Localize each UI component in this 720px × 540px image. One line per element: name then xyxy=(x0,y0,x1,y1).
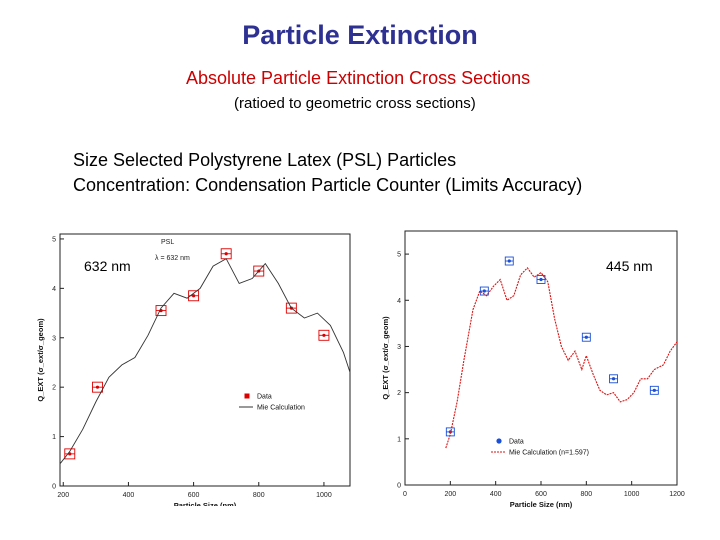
y-tick-label: 3 xyxy=(397,344,401,351)
plot-frame xyxy=(59,233,351,487)
x-tick-label: 0 xyxy=(403,491,407,498)
data-point xyxy=(191,294,196,298)
data-point xyxy=(507,259,511,263)
x-tick-label: 600 xyxy=(535,491,547,498)
mie-calculation-line xyxy=(445,267,678,449)
legend-calc-label: Mie Calculation xyxy=(257,405,305,412)
y-tick-label: 0 xyxy=(397,483,401,490)
x-tick-label: 800 xyxy=(580,491,592,498)
y-tick-label: 2 xyxy=(52,385,56,392)
slide-note: (ratioed to geometric cross sections) xyxy=(234,95,476,112)
y-axis-label: Q_EXT (σ_ext/σ_geom) xyxy=(36,318,45,402)
y-tick-label: 4 xyxy=(397,298,401,305)
legend-data-marker xyxy=(496,438,502,444)
y-tick-label: 1 xyxy=(52,434,56,441)
y-tick-label: 0 xyxy=(52,484,56,491)
chart-title: PSL xyxy=(161,239,174,246)
legend-calc-label: Mie Calculation (n=1.597) xyxy=(509,450,589,457)
data-point xyxy=(482,289,486,293)
y-tick-label: 2 xyxy=(397,390,401,397)
slide-title: Particle Extinction xyxy=(242,20,478,50)
y-tick-label: 3 xyxy=(52,335,56,342)
chart-annotation: λ = 632 nm xyxy=(155,255,190,262)
x-tick-label: 200 xyxy=(444,491,456,498)
mie-calculation-line xyxy=(59,258,351,465)
x-axis-label: Particle Size (nm) xyxy=(174,501,237,506)
data-point xyxy=(584,335,588,339)
legend-data-label: Data xyxy=(509,439,524,446)
wavelength-label-632: 632 nm xyxy=(84,258,131,274)
x-tick-label: 1200 xyxy=(669,491,685,498)
y-tick-label: 5 xyxy=(397,252,401,259)
y-axis-label: Q_EXT (σ_ext/σ_geom) xyxy=(381,316,390,400)
y-tick-label: 5 xyxy=(52,236,56,243)
right-chart-panel: 0 200 400 600 800 1000 1200 0 1 2 3 4 5 Particle Size… xyxy=(381,230,685,509)
x-tick-label: 400 xyxy=(123,492,135,499)
slide-subtitle: Absolute Particle Extinction Cross Secti… xyxy=(186,68,531,88)
x-tick-label: 1000 xyxy=(316,492,332,499)
data-point xyxy=(611,377,616,381)
x-tick-label: 800 xyxy=(253,492,265,499)
x-tick-label: 200 xyxy=(57,492,69,499)
y-tick-label: 1 xyxy=(397,436,401,443)
x-axis-label: Particle Size (nm) xyxy=(510,500,573,509)
x-tick-label: 600 xyxy=(188,492,200,499)
x-tick-label: 400 xyxy=(490,491,502,498)
data-point xyxy=(539,277,543,282)
description-line-1: Size Selected Polystyrene Latex (PSL) Pa… xyxy=(73,150,457,170)
legend-data-label: Data xyxy=(257,394,272,401)
data-point xyxy=(322,333,326,337)
data-point xyxy=(95,385,100,389)
y-tick-label: 4 xyxy=(52,286,56,293)
legend-data-marker xyxy=(244,393,250,399)
data-point xyxy=(224,252,228,256)
left-chart-panel: 200 400 600 800 1000 0 1 2 3 4 5 Particle Size (nm)… xyxy=(36,233,351,506)
x-tick-label: 1000 xyxy=(624,491,640,498)
data-point xyxy=(652,388,656,392)
wavelength-label-445: 445 nm xyxy=(606,258,653,274)
description-line-2: Concentration: Condensation Particle Cou… xyxy=(73,175,583,195)
